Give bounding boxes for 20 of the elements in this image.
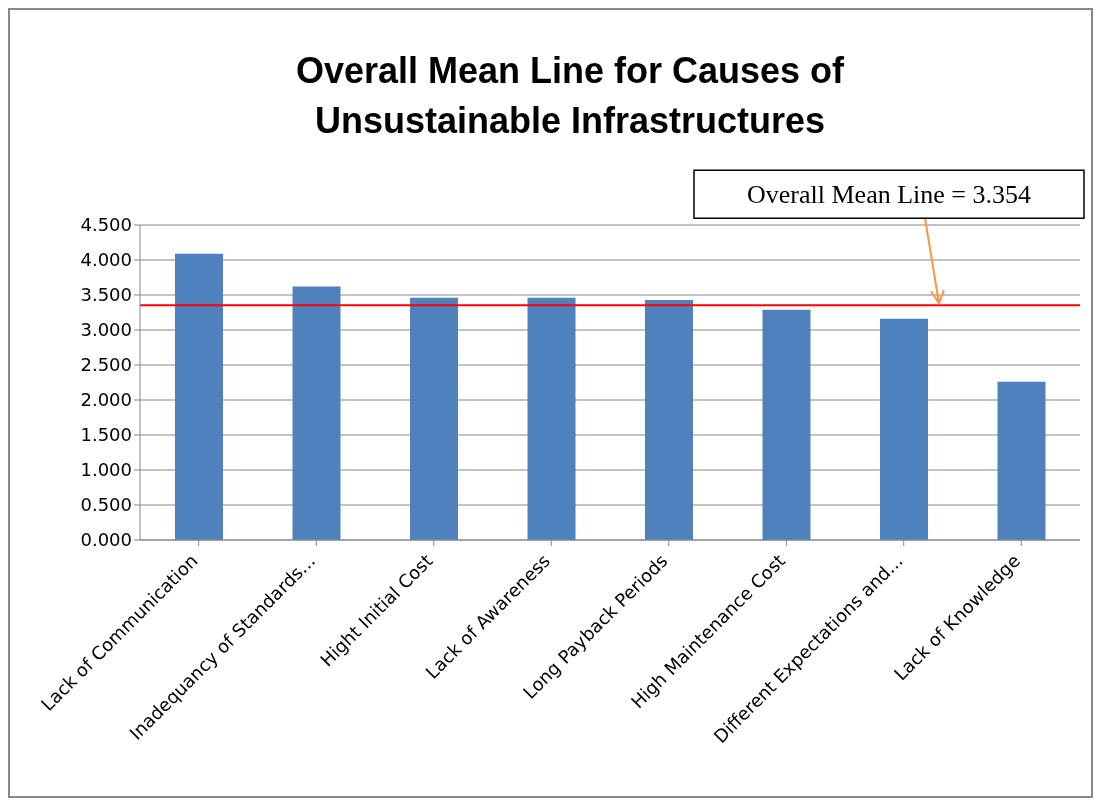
y-tick-label: 3.500 — [80, 284, 132, 306]
y-tick-label: 0.500 — [80, 494, 132, 516]
bar — [292, 286, 341, 540]
y-tick-label: 4.000 — [80, 249, 132, 271]
y-tick-label: 0.000 — [80, 529, 132, 551]
bar — [880, 318, 928, 540]
chart-title: Overall Mean Line for Causes of Unsustainable Infrastructures — [294, 49, 846, 143]
ref-line-label: Overall Mean Line = 3.354 — [747, 180, 1031, 210]
bar — [762, 309, 811, 540]
bar — [997, 381, 1046, 540]
y-tick-label: 2.000 — [80, 389, 132, 411]
bar — [527, 297, 576, 540]
bar — [175, 253, 223, 540]
bar — [645, 299, 693, 540]
y-tick-label: 2.500 — [80, 354, 132, 376]
bar — [410, 297, 458, 540]
y-tick-label: 1.500 — [80, 424, 132, 446]
y-tick-label: 1.000 — [80, 459, 132, 481]
y-tick-label: 3.000 — [80, 319, 132, 341]
y-tick-label: 4.500 — [80, 214, 132, 236]
